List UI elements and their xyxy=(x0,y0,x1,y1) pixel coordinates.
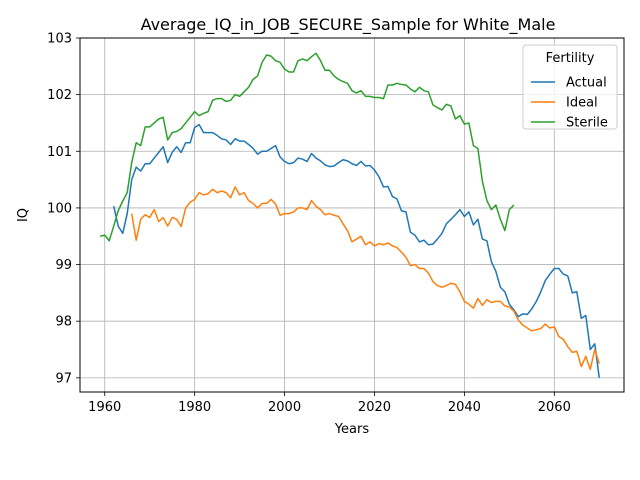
legend-box xyxy=(522,44,618,130)
series-line-sterile xyxy=(100,52,515,242)
series-line-actual xyxy=(112,123,601,378)
y-tick-label: 100 xyxy=(47,201,72,216)
legend-label-ideal: Ideal xyxy=(566,96,598,111)
x-tick-label: 2020 xyxy=(358,400,391,415)
x-tick-label: 1960 xyxy=(88,400,121,415)
y-axis-label: IQ xyxy=(16,208,31,222)
y-tick-label: 98 xyxy=(55,315,72,330)
chart-title: Average_IQ_in_JOB_SECURE_Sample for Whit… xyxy=(141,15,556,35)
legend-title: Fertility xyxy=(546,51,595,66)
series-layer xyxy=(100,52,601,378)
legend-label-actual: Actual xyxy=(566,76,607,91)
axis-ticks: 1960 1980 2000 2020 2040 2060 97 98 99 100 101 102 1… xyxy=(47,32,571,416)
x-tick-label: 2040 xyxy=(448,400,481,415)
legend-label-sterile: Sterile xyxy=(566,116,608,131)
y-tick-label: 97 xyxy=(55,371,72,386)
legend: Fertility Actual Ideal Sterile xyxy=(522,44,618,131)
grid xyxy=(80,37,624,392)
x-tick-label: 2060 xyxy=(538,400,571,415)
plot-frame xyxy=(79,37,625,393)
y-tick-label: 102 xyxy=(47,88,72,103)
x-tick-label: 2000 xyxy=(268,400,301,415)
y-tick-label: 101 xyxy=(47,145,72,160)
y-tick-label: 99 xyxy=(55,258,72,273)
x-axis-label: Years xyxy=(334,422,370,437)
y-tick-label: 103 xyxy=(47,32,72,47)
x-tick-label: 1980 xyxy=(178,400,211,415)
series-line-ideal xyxy=(130,186,600,371)
